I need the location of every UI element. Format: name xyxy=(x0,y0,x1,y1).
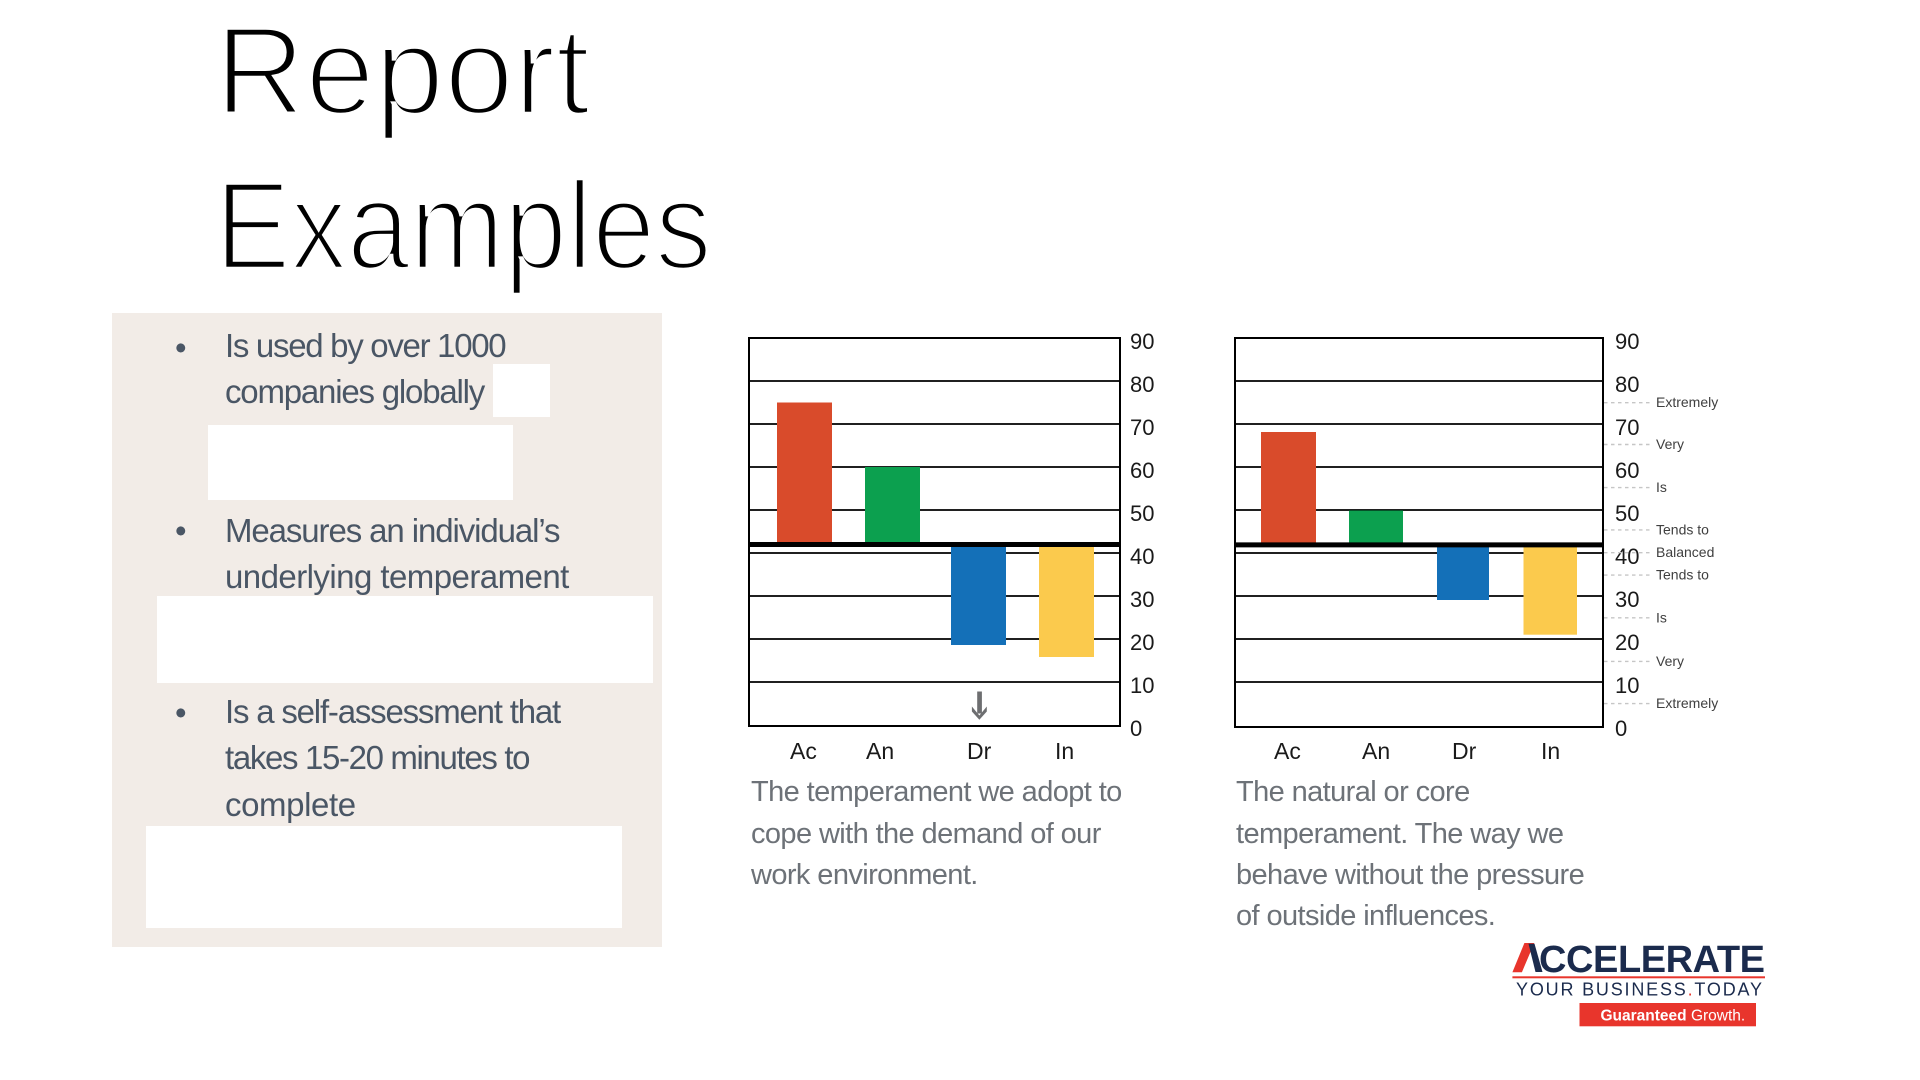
svg-text:Extremely: Extremely xyxy=(1656,395,1718,410)
svg-text:Guaranteed Growth.: Guaranteed Growth. xyxy=(1601,1007,1746,1024)
svg-text:Very: Very xyxy=(1656,653,1684,669)
svg-text:Is: Is xyxy=(1656,609,1667,625)
svg-text:Very: Very xyxy=(1656,436,1684,452)
svg-text:YOUR BUSINESS.TODAY: YOUR BUSINESS. TODAY xyxy=(1516,980,1762,1000)
svg-text:Balanced: Balanced xyxy=(1656,544,1714,560)
svg-text:CCELERATE: CCELERATE xyxy=(1539,939,1765,981)
svg-text:Tends to: Tends to xyxy=(1656,521,1709,537)
svg-text:Extremely: Extremely xyxy=(1656,695,1718,711)
svg-text:Tends to: Tends to xyxy=(1656,567,1709,583)
svg-text:Is: Is xyxy=(1656,479,1667,495)
